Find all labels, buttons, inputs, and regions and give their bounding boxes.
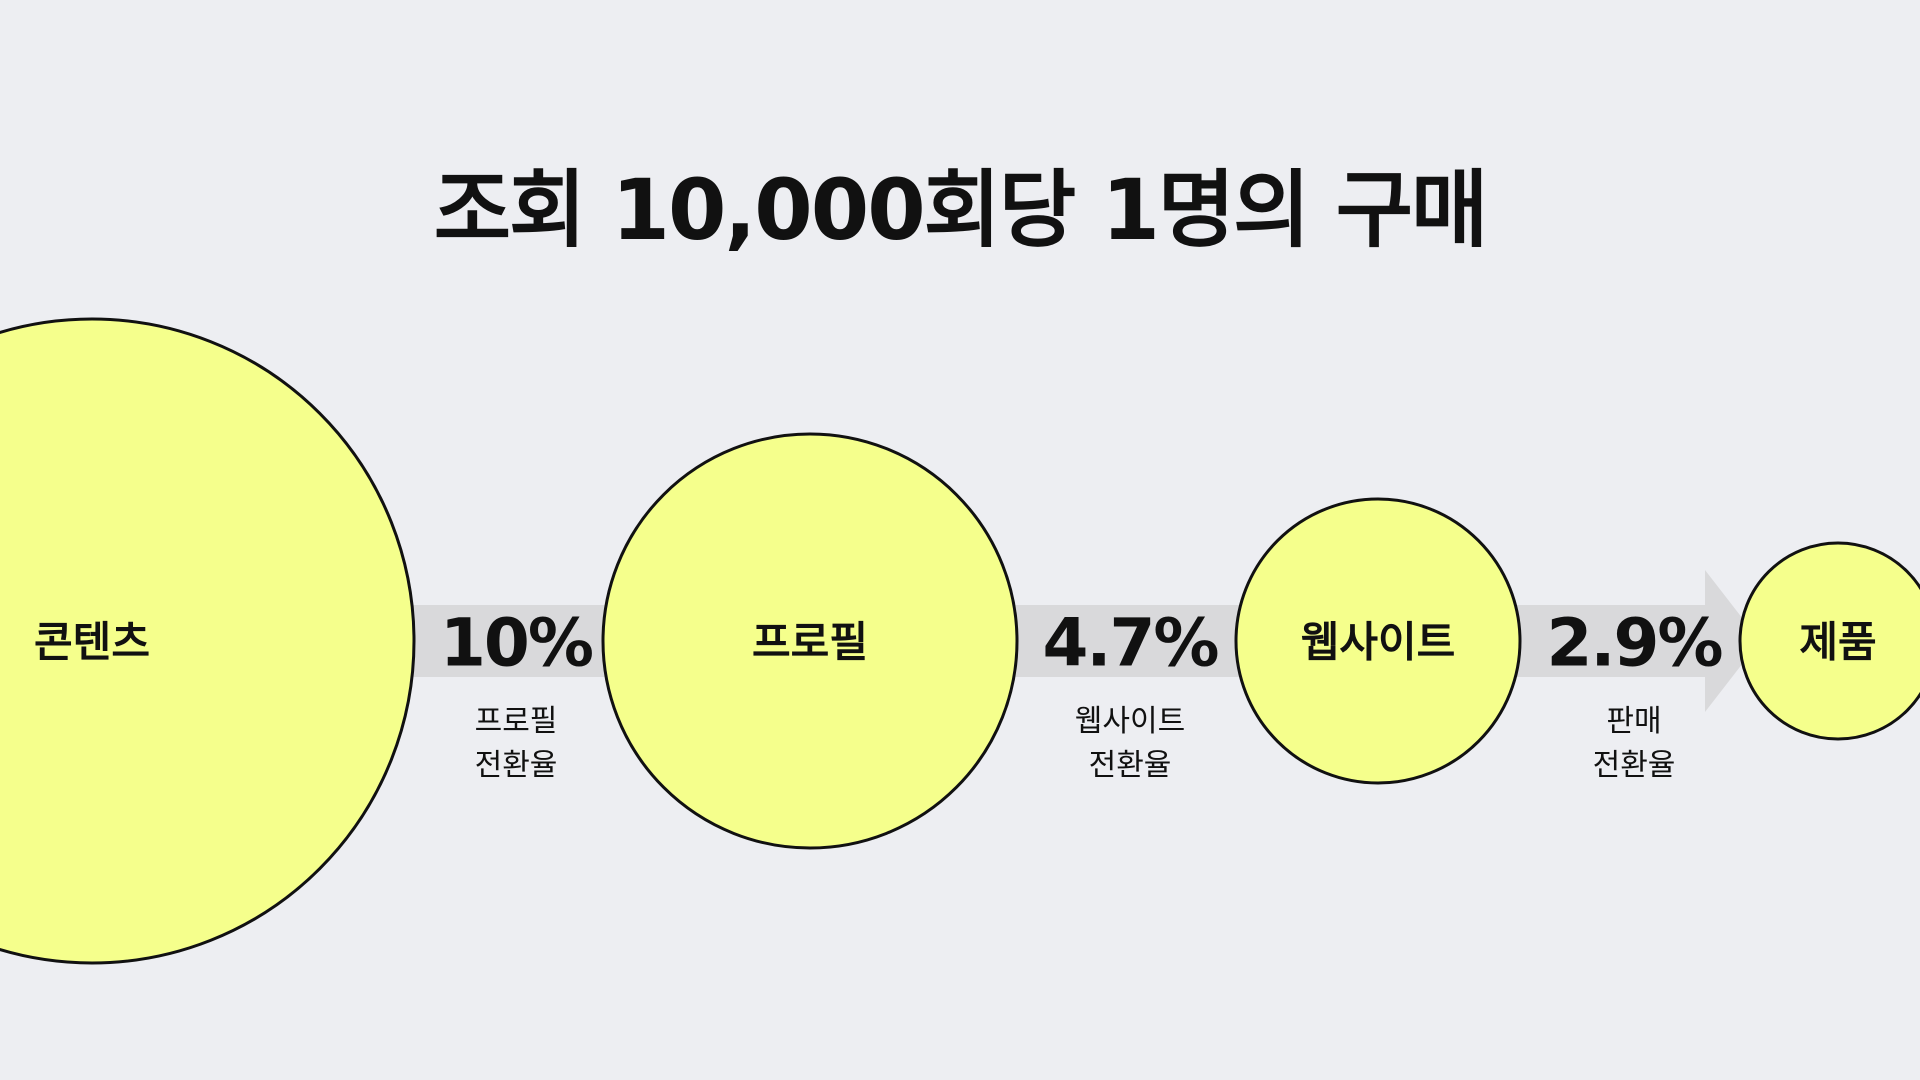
stage-circle-website <box>1234 497 1522 785</box>
stage-label-profile: 프로필 <box>752 617 868 667</box>
conversion-caption-line: 프로필 <box>474 704 558 739</box>
stage-circle-content <box>0 317 416 965</box>
conversion-caption-website: 웹사이트 전환율 <box>1075 700 1185 788</box>
conversion-rate-website: 4.7% <box>1042 604 1219 682</box>
conversion-caption-line: 전환율 <box>1088 748 1172 783</box>
conversion-caption-line: 전환율 <box>474 748 558 783</box>
conversion-caption-line: 웹사이트 <box>1074 704 1186 739</box>
stage-label-product: 제품 <box>1799 617 1877 667</box>
conversion-caption-line: 전환율 <box>1592 748 1676 783</box>
conversion-caption-profile: 프로필 전환율 <box>475 700 558 788</box>
stage-circle-product <box>1738 541 1920 741</box>
diagram-title: 조회 10,000회당 1명의 구매 <box>433 161 1489 259</box>
conversion-caption-line: 판매 <box>1606 704 1662 739</box>
conversion-caption-sales: 판매 전환율 <box>1593 700 1676 788</box>
stage-label-website: 웹사이트 <box>1300 617 1456 667</box>
stage-label-content: 콘텐츠 <box>34 617 150 667</box>
stage-circle-profile <box>601 432 1019 850</box>
conversion-rate-sales: 2.9% <box>1546 604 1723 682</box>
conversion-rate-profile: 10% <box>440 604 594 682</box>
